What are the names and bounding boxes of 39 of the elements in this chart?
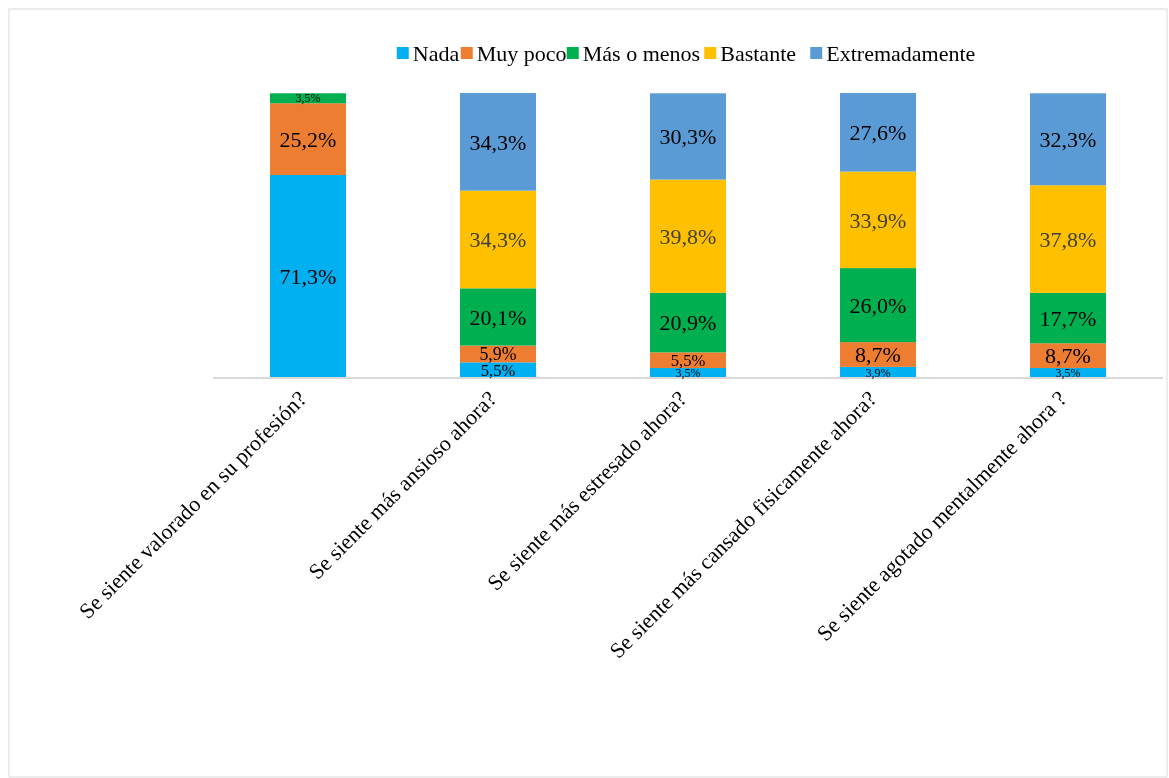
data-label: 26,0% (849, 292, 907, 318)
bar (1030, 292, 1106, 344)
bar (650, 93, 726, 180)
data-label: 30,3% (659, 124, 717, 150)
bar (840, 171, 916, 269)
data-label: 39,8% (659, 223, 717, 249)
data-label: 71,3% (279, 264, 337, 290)
legend-label: Nada (412, 40, 460, 66)
bar (840, 268, 916, 343)
data-label: 5,5% (670, 351, 706, 371)
data-label: 20,1% (469, 304, 527, 330)
legend-label: Bastante (720, 40, 797, 66)
bar (1030, 93, 1106, 186)
data-label: 20,9% (659, 310, 717, 336)
bar (650, 179, 726, 293)
data-label: 8,7% (1045, 343, 1091, 369)
data-label: 34,3% (469, 129, 527, 155)
data-label: 27,6% (849, 119, 907, 145)
bar (460, 93, 536, 191)
legend-label: Extremadamente (826, 40, 976, 66)
data-label: 34,3% (469, 227, 527, 253)
data-label: 33,9% (849, 207, 907, 233)
bar (1030, 185, 1106, 293)
bar (270, 103, 346, 175)
legend-label: Muy poco (476, 40, 567, 66)
data-label: 25,2% (279, 126, 337, 152)
legend-label: Más o menos (582, 40, 701, 66)
data-label: 37,8% (1039, 226, 1097, 252)
data-label: 3,5% (1055, 366, 1081, 381)
bar (270, 175, 346, 378)
data-label: 8,7% (855, 342, 901, 368)
data-label: 17,7% (1039, 305, 1097, 331)
bar (460, 190, 536, 289)
data-label: 32,3% (1039, 126, 1097, 152)
bar (650, 292, 726, 353)
data-label: 3,9% (865, 365, 891, 380)
bar (460, 288, 536, 346)
data-label: 3,5% (295, 91, 321, 106)
bar (840, 93, 916, 172)
